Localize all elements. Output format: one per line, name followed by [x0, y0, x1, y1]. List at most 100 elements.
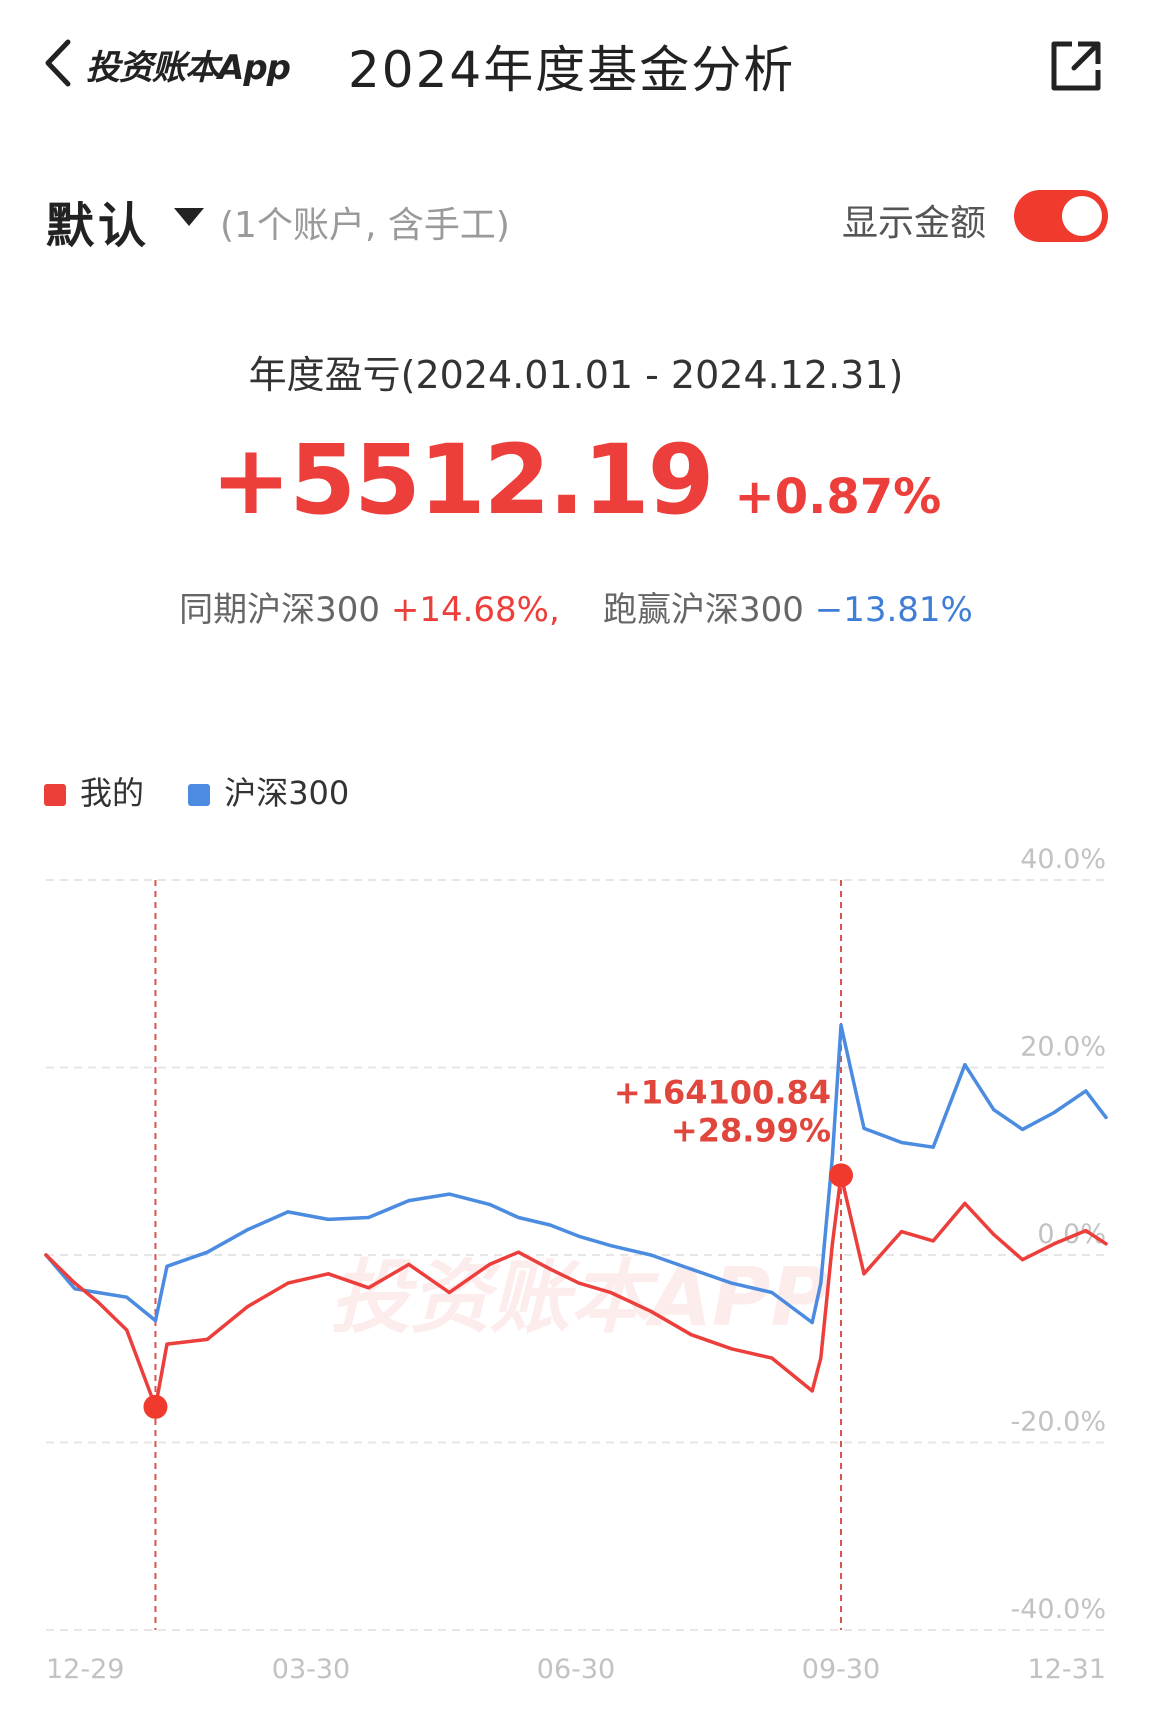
data-point-mine	[931, 1239, 935, 1243]
data-point-mine	[899, 1229, 904, 1234]
data-point-index	[367, 1215, 371, 1220]
y-tick-label: -20.0%	[1010, 1407, 1106, 1438]
min-point-marker	[143, 1394, 168, 1419]
data-point-index	[963, 1063, 967, 1067]
data-point-mine	[729, 1347, 734, 1351]
data-point-mine	[125, 1328, 129, 1332]
marker-rate-label: +28.99%	[671, 1111, 831, 1149]
page-title: 2024年度基金分析	[348, 41, 796, 99]
data-point-index	[326, 1217, 330, 1221]
excess-label: 跑赢沪深300	[603, 590, 804, 630]
chart-legend: 我的 沪深300	[44, 768, 383, 812]
data-point-mine	[407, 1262, 411, 1266]
data-point-mine	[367, 1286, 371, 1290]
data-point-mine	[1052, 1242, 1056, 1246]
data-point-mine	[992, 1232, 996, 1236]
data-point-mine	[96, 1300, 100, 1304]
y-tick-label: 40.0%	[1020, 844, 1106, 875]
y-tick-label: -40.0%	[1010, 1594, 1106, 1625]
data-point-index	[862, 1126, 866, 1131]
data-point-mine	[73, 1281, 77, 1285]
data-point-mine	[548, 1267, 552, 1271]
data-point-index	[153, 1319, 158, 1323]
data-point-mine	[447, 1290, 451, 1295]
excess-return: −13.81%	[814, 590, 973, 630]
data-point-index	[1104, 1115, 1108, 1119]
data-point-mine	[326, 1272, 330, 1276]
data-point-index	[839, 1023, 843, 1027]
data-point-mine	[608, 1290, 613, 1295]
data-point-mine	[689, 1333, 693, 1337]
data-point-index	[649, 1253, 653, 1257]
data-point-index	[447, 1192, 451, 1196]
toggle-knob	[1062, 196, 1102, 236]
data-point-index	[165, 1264, 169, 1268]
annual-pnl-rate: +0.87%	[734, 469, 942, 525]
data-point-mine	[516, 1250, 520, 1254]
annual-pnl-row: +5512.19 +0.87%	[0, 424, 1152, 536]
data-point-mine	[165, 1342, 169, 1346]
show-amount-toggle[interactable]	[1014, 190, 1108, 242]
data-point-index	[516, 1215, 520, 1220]
x-tick-label: 12-29	[46, 1654, 124, 1685]
annual-pnl-label: 年度盈亏(2024.01.01 - 2024.12.31)	[248, 353, 904, 397]
data-point-index	[1084, 1089, 1088, 1093]
legend-swatch-mine	[44, 784, 66, 806]
show-amount-label: 显示金额	[842, 203, 987, 244]
marker-amount-label: +164100.84	[614, 1073, 831, 1111]
data-point-mine	[577, 1281, 581, 1285]
x-tick-label: 09-30	[802, 1654, 880, 1685]
data-point-index	[770, 1290, 774, 1295]
data-point-index	[205, 1250, 209, 1254]
account-selector-row: 默认 (1个账户, 含手工) 显示金额	[0, 176, 1152, 256]
data-point-mine	[1104, 1242, 1108, 1246]
data-point-mine	[830, 1242, 834, 1246]
data-point-index	[830, 1154, 834, 1159]
y-tick-label: 20.0%	[1020, 1032, 1106, 1063]
benchmark-label: 同期沪深300	[179, 590, 381, 630]
data-point-index	[992, 1108, 996, 1112]
data-point-index	[1020, 1127, 1025, 1131]
data-point-mine	[205, 1337, 209, 1341]
account-name[interactable]: 默认	[46, 198, 151, 254]
data-point-mine	[819, 1356, 823, 1360]
data-point-index	[689, 1267, 693, 1271]
data-point-index	[487, 1202, 492, 1206]
data-point-index	[729, 1281, 734, 1285]
data-point-index	[577, 1234, 581, 1238]
chevron-left-icon[interactable]	[40, 36, 76, 90]
data-point-index	[125, 1295, 129, 1299]
legend-item-index[interactable]: 沪深300	[188, 768, 349, 814]
account-description: (1个账户, 含手工)	[220, 205, 510, 246]
data-point-mine	[44, 1253, 48, 1257]
max-point-marker	[829, 1163, 853, 1188]
data-point-index	[608, 1244, 613, 1248]
data-point-mine	[649, 1309, 653, 1313]
data-point-index	[899, 1140, 904, 1145]
share-external-icon[interactable]	[1048, 38, 1104, 94]
legend-label-mine: 我的	[80, 774, 145, 812]
x-tick-label: 12-31	[1028, 1654, 1106, 1685]
x-tick-label: 03-30	[272, 1654, 350, 1685]
legend-item-mine[interactable]: 我的	[44, 768, 144, 814]
data-point-mine	[1020, 1258, 1025, 1262]
back-label[interactable]: 投资账本App	[86, 48, 291, 88]
data-point-mine	[862, 1272, 866, 1276]
data-point-mine	[246, 1304, 250, 1309]
annual-pnl-amount: +5512.19	[210, 424, 715, 536]
data-point-mine	[286, 1281, 290, 1285]
caret-down-icon[interactable]	[174, 208, 204, 228]
data-point-index	[286, 1210, 290, 1214]
data-point-index	[407, 1199, 411, 1203]
data-point-mine	[1084, 1229, 1088, 1233]
data-point-index	[73, 1287, 77, 1291]
benchmark-compare-row: 同期沪深300 +14.68%, 跑赢沪深300 −13.81%	[0, 582, 1152, 631]
data-point-index	[810, 1320, 814, 1325]
benchmark-return: +14.68%,	[390, 590, 560, 630]
data-point-index	[246, 1228, 250, 1232]
data-point-mine	[770, 1356, 774, 1360]
data-point-index	[1052, 1110, 1056, 1115]
legend-label-index: 沪深300	[224, 774, 350, 812]
data-point-mine	[487, 1262, 492, 1266]
